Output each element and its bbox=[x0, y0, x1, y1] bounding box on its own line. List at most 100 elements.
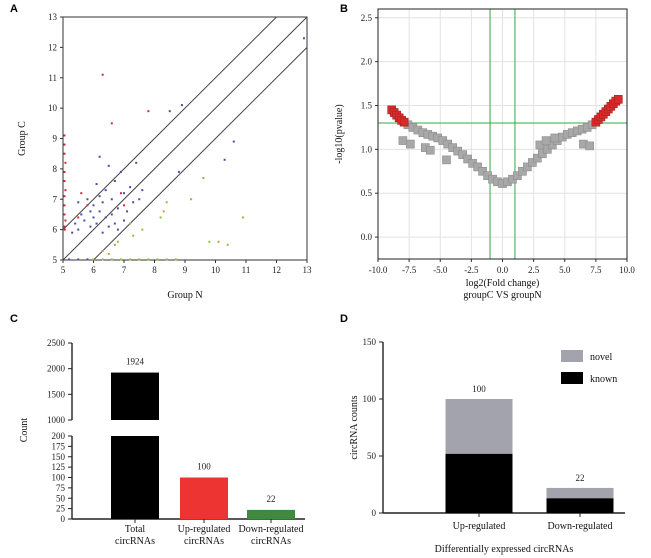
scatter-point-down bbox=[165, 258, 168, 261]
scatter-point-neutral bbox=[132, 201, 135, 204]
bar-lower-segment bbox=[111, 436, 159, 519]
scatter-point-neutral bbox=[92, 204, 95, 207]
volcano-point-not-significant bbox=[535, 140, 545, 150]
x-tick-label: 7 bbox=[122, 265, 127, 275]
x-tick-label: 5 bbox=[61, 265, 66, 275]
volcano-point-significant bbox=[399, 117, 409, 127]
scatter-point-neutral bbox=[116, 228, 119, 231]
volcano-point-not-significant bbox=[543, 145, 552, 154]
y-tick-label: 10 bbox=[48, 103, 58, 113]
bar bbox=[247, 509, 295, 519]
y-tick-label: 50 bbox=[367, 451, 377, 461]
scatter-point-neutral bbox=[101, 231, 104, 234]
scatter-point-up bbox=[123, 204, 125, 207]
scatter-point-up bbox=[86, 204, 89, 207]
reference-line bbox=[62, 16, 308, 261]
scatter-x-label: Group N bbox=[167, 290, 202, 301]
y-tick-label: 100 bbox=[363, 394, 377, 404]
scatter-point-neutral bbox=[168, 110, 171, 113]
y-tick-label: 8 bbox=[53, 164, 58, 174]
scatter-point-down bbox=[141, 228, 144, 231]
x-tick-label: -5.0 bbox=[433, 265, 448, 275]
stacked-bars: 100 Up-regulated 22 Down-regulated bbox=[445, 384, 614, 532]
scatter-point-neutral bbox=[232, 140, 235, 143]
scatter-point-down bbox=[156, 258, 159, 261]
reference-line bbox=[93, 47, 308, 261]
scatter-point-neutral bbox=[77, 258, 80, 261]
scatter-point-neutral bbox=[86, 198, 89, 201]
scatter-point-neutral bbox=[89, 210, 92, 213]
scatter-point-up bbox=[147, 110, 150, 113]
legend-swatch-novel bbox=[561, 350, 583, 362]
scatter-point-neutral bbox=[116, 207, 119, 210]
volcano-point-not-significant bbox=[442, 155, 451, 165]
scatter-point-up bbox=[63, 228, 66, 231]
category-label: circRNAs bbox=[115, 536, 155, 547]
scatter-point-down bbox=[101, 258, 104, 261]
stacked-bar-segment-known bbox=[546, 498, 614, 513]
y-tick-label: 2500 bbox=[47, 338, 66, 348]
scatter-point-up bbox=[63, 213, 66, 216]
volcano-point-not-significant bbox=[550, 133, 560, 143]
y-tick-label: 7 bbox=[53, 194, 58, 204]
category-label: Up-regulated bbox=[453, 521, 506, 532]
scatter-point-neutral bbox=[113, 222, 116, 225]
y-tick-label: 125 bbox=[52, 462, 66, 472]
scatter-point-up bbox=[63, 225, 66, 228]
y-tick-label: 2.0 bbox=[361, 57, 373, 67]
bar-upper-segment bbox=[111, 372, 159, 420]
scatter-point-down bbox=[132, 234, 135, 237]
volcano-points bbox=[387, 95, 623, 188]
y-tick-label: 0.0 bbox=[361, 232, 373, 242]
bar-value-label: 22 bbox=[267, 494, 276, 504]
category-label: Down-regulated bbox=[548, 521, 613, 532]
volcano-point-not-significant bbox=[425, 145, 435, 155]
scatter-point-neutral bbox=[95, 222, 98, 225]
scatter-points bbox=[63, 37, 305, 261]
panel-letter-b: B bbox=[340, 3, 348, 15]
stacked-bar-segment-novel bbox=[546, 487, 614, 499]
x-tick-label: 8 bbox=[152, 265, 157, 275]
y-tick-label: 2.5 bbox=[361, 13, 373, 23]
volcano-point-significant bbox=[613, 95, 623, 104]
category-label: circRNAs bbox=[184, 536, 224, 547]
scatter-point-down bbox=[174, 258, 177, 261]
category-label: circRNAs bbox=[251, 536, 291, 547]
x-tick-label: -2.5 bbox=[464, 265, 479, 275]
scatter-point-neutral bbox=[135, 161, 138, 164]
scatter-point-neutral bbox=[80, 213, 83, 216]
bar-value-label: 100 bbox=[197, 462, 211, 472]
legend-label-known: known bbox=[590, 374, 617, 385]
volcano-point-not-significant bbox=[533, 153, 542, 163]
stacked-bar-segment-novel bbox=[445, 399, 513, 454]
panel-letter-c: C bbox=[10, 313, 18, 325]
x-tick-label: 2.5 bbox=[528, 265, 540, 275]
bar-value-label: 1924 bbox=[126, 357, 145, 367]
scatter-point-up bbox=[119, 192, 122, 195]
scatter-point-neutral bbox=[180, 104, 183, 107]
legend-label-novel: novel bbox=[590, 352, 612, 363]
volcano-point-not-significant bbox=[513, 171, 522, 180]
y-tick-label: 1500 bbox=[47, 389, 66, 399]
stacked-bar-chart: 0 50 100 150 100 Up-regulated 22 Down-regulate… bbox=[349, 337, 625, 555]
scatter-point-neutral bbox=[86, 258, 89, 261]
scatter-point-mixed bbox=[129, 222, 132, 225]
volcano-point-not-significant bbox=[528, 158, 537, 167]
x-tick-label: 10 bbox=[211, 265, 221, 275]
count-y-label: Count bbox=[19, 418, 30, 443]
x-tick-label: 13 bbox=[303, 265, 313, 275]
y-tick-label: 9 bbox=[53, 134, 58, 144]
scatter-point-up bbox=[64, 189, 67, 192]
y-tick-label: 100 bbox=[52, 473, 66, 483]
scatter-point-up bbox=[64, 161, 67, 164]
scatter-point-neutral bbox=[83, 219, 86, 222]
scatter-point-neutral bbox=[126, 210, 129, 213]
scatter-point-down bbox=[116, 240, 119, 243]
y-tick-label: 150 bbox=[363, 337, 377, 347]
volcano-point-not-significant bbox=[398, 136, 408, 145]
scatter-point-down bbox=[147, 258, 150, 261]
scatter-point-mixed bbox=[101, 249, 104, 252]
volcano-point-not-significant bbox=[538, 149, 547, 159]
